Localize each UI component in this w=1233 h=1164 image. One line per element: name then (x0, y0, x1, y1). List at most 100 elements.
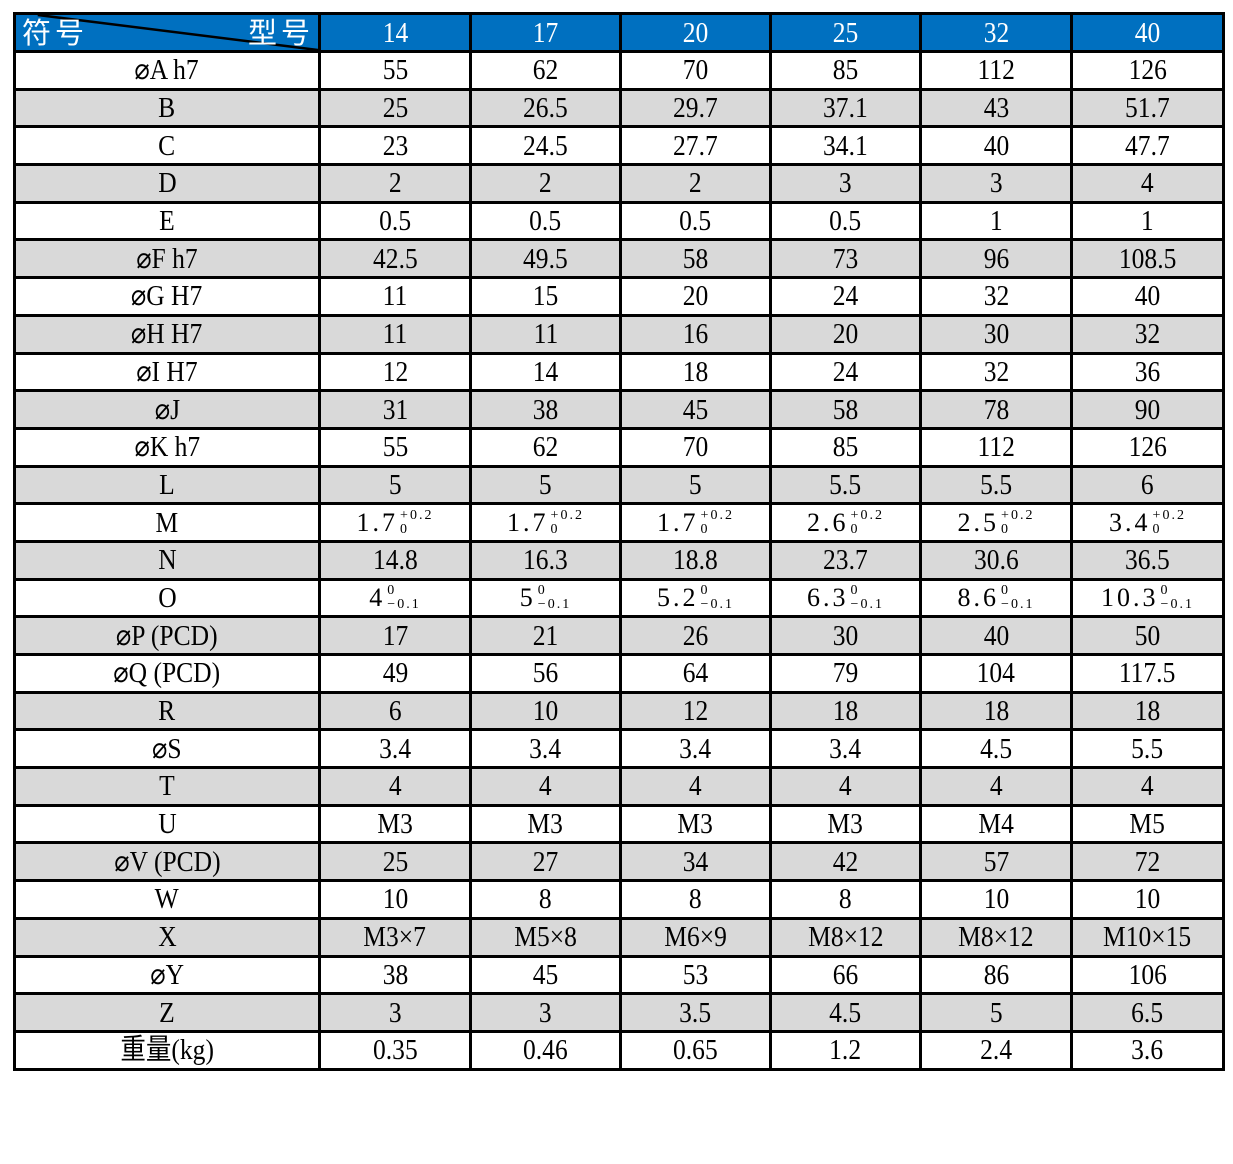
value-cell: 58 (769, 389, 922, 430)
value-cell: 85 (769, 426, 922, 468)
cell-value: 31 (382, 393, 408, 426)
cell-value: 4 (989, 770, 1003, 803)
lower-tolerance: 0 (1001, 522, 1011, 538)
cell-value: 49.5 (523, 242, 568, 275)
value-cell: 3.4 (318, 728, 472, 770)
cell-value: 112 (977, 431, 1015, 464)
cell-value: 126 (1128, 54, 1167, 87)
tolerance-stack: +0.2 0 (400, 509, 433, 537)
cell-value: 3 (539, 996, 552, 1029)
cell-value: 18 (832, 695, 859, 728)
cell-value: 5 (388, 468, 402, 501)
cell-value: 4.5 (829, 996, 862, 1029)
value-cell: M3 (619, 803, 772, 845)
tolerance-value: 4 0 −0.1 (369, 583, 420, 613)
value-cell: 24.5 (469, 125, 622, 167)
value-cell: 12 (318, 351, 472, 393)
value-cell: 20 (619, 276, 772, 317)
nominal-value: 5.2 (657, 583, 699, 613)
table-row: T 4 4 4 4 4 4 (13, 766, 1225, 807)
row-label: ⌀K h7 (134, 431, 200, 464)
cell-value: 10 (532, 695, 559, 728)
value-cell: 126 (1070, 426, 1225, 468)
lower-tolerance: −0.1 (1001, 597, 1035, 613)
row-label: M (155, 506, 179, 539)
row-label: ⌀F h7 (136, 242, 198, 275)
table-row: ⌀V (PCD) 25 27 34 42 57 72 (13, 841, 1225, 883)
row-label-cell: E (13, 200, 321, 242)
cell-value: M4 (978, 808, 1014, 841)
cell-value: 49 (382, 657, 408, 690)
model-header-cell: 17 (469, 12, 622, 53)
value-cell: 56 (469, 653, 622, 694)
value-cell: 21 (469, 615, 622, 656)
value-cell: M5 (1070, 803, 1225, 845)
value-cell: 104 (919, 653, 1073, 694)
value-cell: 5.5 (769, 464, 922, 506)
cell-value: 38 (382, 958, 408, 991)
table-row: Z 3 3 3.5 4.5 5 6.5 (13, 992, 1225, 1033)
row-label: ⌀A h7 (134, 54, 200, 87)
nominal-value: 8.6 (957, 583, 1000, 613)
cell-value: 56 (532, 657, 559, 690)
row-label-cell: D (13, 163, 321, 204)
cell-value: 64 (682, 657, 709, 690)
row-label: ⌀Q (PCD) (113, 657, 221, 690)
cell-value: 21 (532, 619, 559, 652)
value-cell: 4 (1070, 766, 1225, 807)
row-label-cell: ⌀H H7 (13, 313, 321, 355)
value-cell: 5 (469, 464, 622, 506)
dimension-table: 符号 型号 14 17 20 25 32 40 ⌀A h7 55 62 70 85 112 126 B 2… (13, 12, 1225, 1071)
lower-tolerance: −0.1 (387, 597, 421, 613)
table-row: D 2 2 2 3 3 4 (13, 163, 1225, 204)
row-label-cell: R (13, 690, 321, 732)
value-cell: 62 (469, 426, 622, 468)
table-row: R 6 10 12 18 18 18 (13, 690, 1225, 732)
cell-value: 5.5 (1131, 732, 1164, 765)
value-cell: 5 (919, 992, 1073, 1033)
value-cell: 10 (919, 879, 1073, 920)
value-cell: 10.3 0 −0.1 (1070, 577, 1225, 619)
table-row: B 25 26.5 29.7 37.1 43 51.7 (13, 87, 1225, 129)
value-cell: 0.5 (619, 200, 772, 242)
table-row: U M3 M3 M3 M3 M4 M5 (13, 803, 1225, 845)
value-cell: 24 (769, 351, 922, 393)
cell-value: M8×12 (958, 921, 1034, 954)
cell-value: M6×9 (664, 921, 727, 954)
model-header-cell: 40 (1070, 12, 1225, 53)
tolerance-value: 2.6 +0.2 0 (807, 508, 884, 538)
row-label-cell: 重量(kg) (13, 1029, 321, 1071)
nominal-value: 4 (369, 583, 386, 613)
row-label: 重量(kg) (120, 1034, 214, 1067)
tolerance-stack: +0.2 0 (1153, 509, 1186, 537)
value-cell: 42.5 (318, 238, 472, 280)
value-cell: 17 (318, 615, 472, 656)
value-cell: 4 (469, 766, 622, 807)
row-label-cell: O (13, 577, 321, 619)
lower-tolerance: −0.1 (1160, 597, 1194, 613)
cell-value: 10 (382, 883, 408, 916)
cell-value: 16 (682, 318, 709, 351)
value-cell: 30 (769, 615, 922, 656)
cell-value: 34 (682, 845, 709, 878)
value-cell: 34.1 (769, 125, 922, 167)
value-cell: 3 (769, 163, 922, 204)
cell-value: 0.5 (379, 205, 411, 238)
value-cell: 6 (1070, 464, 1225, 506)
tolerance-stack: +0.2 0 (1001, 509, 1034, 537)
lower-tolerance: −0.1 (850, 597, 884, 613)
value-cell: M10×15 (1070, 916, 1225, 958)
row-label-cell: N (13, 539, 321, 581)
value-cell: 5 (619, 464, 772, 506)
upper-tolerance: 0 (700, 583, 710, 599)
cell-value: 4 (388, 770, 402, 803)
cell-value: 38 (532, 393, 559, 426)
tolerance-value: 10.3 0 −0.1 (1101, 583, 1194, 613)
row-label: ⌀H H7 (131, 318, 203, 351)
value-cell: 27.7 (619, 125, 772, 167)
value-cell: 62 (469, 50, 622, 91)
diagonal-divider (39, 16, 317, 49)
row-label: ⌀V (PCD) (113, 845, 221, 878)
lower-tolerance: 0 (1152, 522, 1162, 538)
value-cell: 18 (1070, 690, 1225, 732)
